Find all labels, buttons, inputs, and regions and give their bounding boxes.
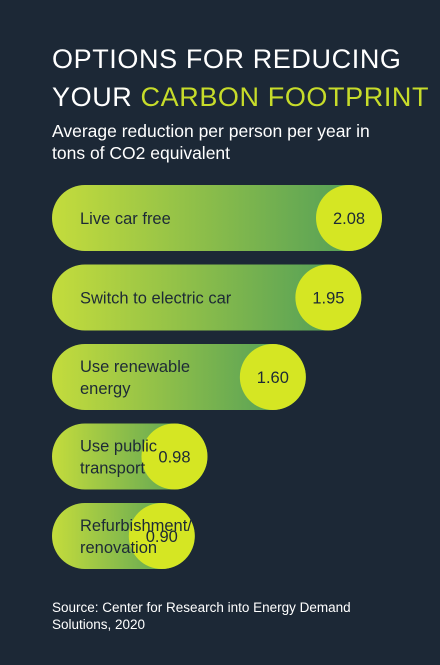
value-circle-2 [295,264,362,331]
value-label-4: 0.98 [158,449,190,467]
category-label-1: Live car free [80,210,171,228]
value-circle-1 [316,185,382,251]
category-label-3: Use renewable energy [80,358,190,398]
value-circle-5 [128,503,195,569]
value-label-2: 1.95 [312,290,344,308]
bar-2 [52,264,362,331]
category-label-5: Refurbishment/renovation [80,517,192,557]
value-label-3: 1.60 [257,369,289,387]
chart-title: OPTIONS FOR REDUCING YOUR CARBON FOOTPRI… [52,40,429,116]
title-line-2-plain: YOUR [52,82,141,112]
source-note: Source: Center for Research into Energy … [52,600,351,632]
bars-group: 2.08 Live car free 1.95 Switch to electric … [52,185,382,569]
bar-3 [52,344,306,410]
bar-1 [52,185,382,251]
value-circle-3 [239,344,306,410]
value-label-1: 2.08 [333,210,365,228]
category-label-2: Switch to electric car [80,290,232,308]
value-label-5: 0.90 [146,528,178,546]
title-line-1: OPTIONS FOR REDUCING [52,44,402,74]
title-line-2-accent: CARBON FOOTPRINT [140,82,430,112]
value-circle-4 [141,423,208,490]
category-label-4: Use public transport [80,438,157,478]
chart-subtitle: Average reduction per person per year in… [52,121,370,163]
